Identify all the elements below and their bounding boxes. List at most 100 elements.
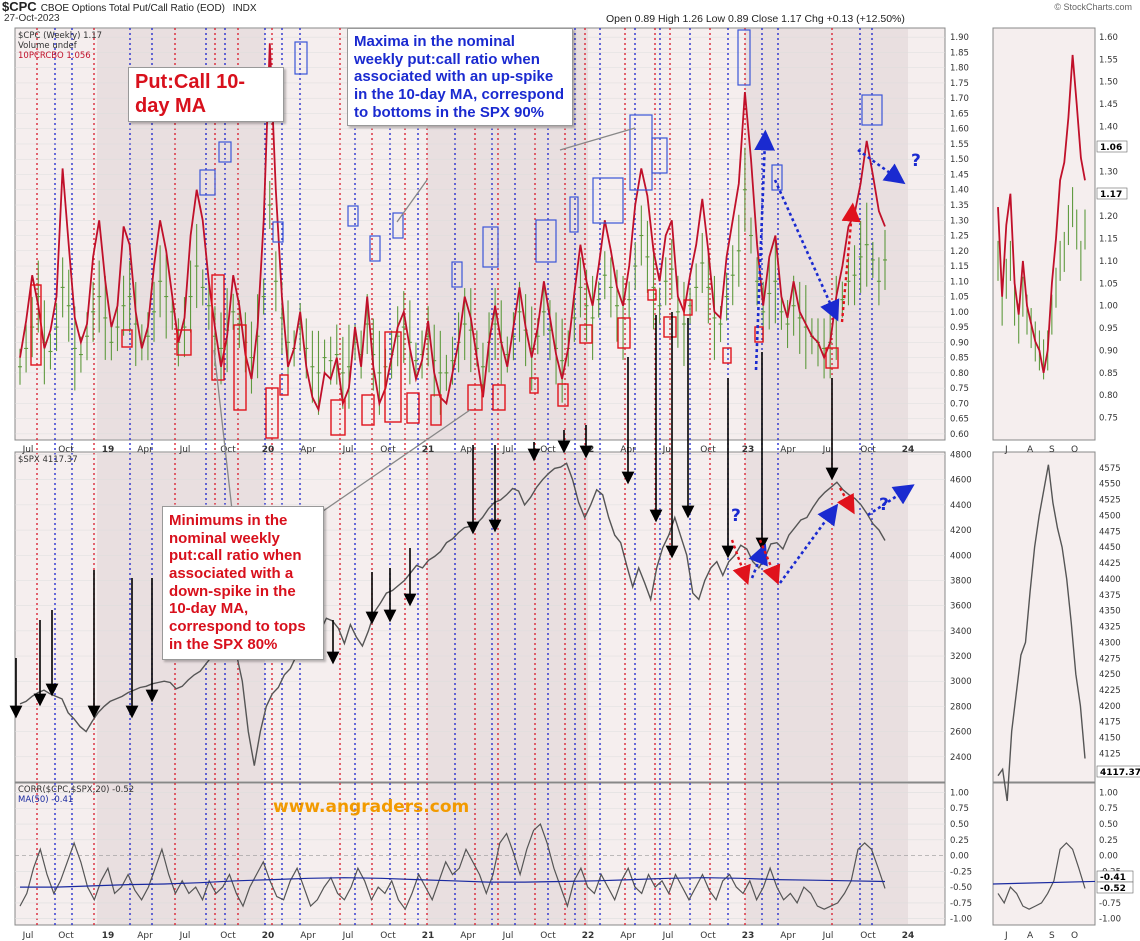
side-y-tick-label: 0.90	[1099, 346, 1118, 356]
corr-ma-close-tag: -0.41	[1100, 873, 1126, 883]
y-tick-label: 1.05	[950, 293, 969, 303]
x-tick-label: Jul	[342, 931, 354, 941]
x-tick-label: Apr	[780, 931, 796, 941]
y-tick-label: -0.50	[950, 883, 972, 893]
y-tick-label: 1.10	[950, 277, 969, 287]
x-tick-label: 21	[422, 445, 435, 455]
y-tick-label: 3000	[950, 677, 972, 687]
x-tick-label: 19	[102, 445, 115, 455]
max-blue-box	[535, 219, 557, 263]
y-tick-label: 4200	[950, 526, 972, 536]
side-x-tick-label: J	[1004, 445, 1008, 455]
x-tick-label: Oct	[700, 445, 716, 455]
spx-close-tag: 4117.37	[1100, 768, 1140, 778]
x-tick-label: 23	[742, 931, 755, 941]
minima-callout: Minimums in the nominal weekly put:call …	[162, 506, 324, 660]
min-red-box	[233, 324, 247, 411]
min-red-box	[406, 392, 420, 424]
x-tick-label: Jul	[822, 931, 834, 941]
corr-close-tag: -0.52	[1100, 884, 1126, 894]
x-tick-label: Oct	[860, 931, 876, 941]
y-tick-label: 1.00	[950, 308, 969, 318]
question-mark: ?	[911, 151, 921, 171]
min-red-box	[825, 347, 839, 369]
x-tick-label: Jul	[502, 931, 514, 941]
side-x-tick-label: O	[1071, 931, 1078, 941]
side-y-tick-label: 0.85	[1099, 369, 1118, 379]
x-tick-label: Oct	[540, 445, 556, 455]
x-tick-label: Apr	[460, 445, 476, 455]
min-red-box	[683, 299, 693, 316]
side-y-tick-label: 0.75	[1099, 804, 1118, 814]
y-tick-label: 1.25	[950, 232, 969, 242]
side-y-tick-label: 1.00	[1099, 788, 1118, 798]
min-red-box	[529, 377, 539, 394]
side-corr-panel-bg	[992, 782, 1096, 926]
x-tick-label: 23	[742, 445, 755, 455]
y-tick-label: -1.00	[950, 915, 972, 925]
side-y-tick-label: 1.10	[1099, 257, 1118, 267]
min-red-box	[176, 329, 192, 356]
blue-dotted-arrow	[778, 503, 839, 584]
y-tick-label: -0.75	[950, 899, 972, 909]
side-y-tick-label: 1.20	[1099, 212, 1118, 222]
x-tick-label: Jul	[822, 445, 834, 455]
side-y-tick-label: 4475	[1099, 527, 1121, 537]
x-tick-label: Jul	[22, 931, 34, 941]
y-tick-label: 1.80	[950, 64, 969, 74]
y-tick-label: 4000	[950, 551, 972, 561]
max-blue-box	[861, 94, 883, 126]
spx-line	[19, 462, 886, 766]
min-red-box	[557, 383, 569, 407]
corr-line	[19, 822, 886, 911]
y-tick-label: 1.20	[950, 247, 969, 257]
x-tick-label: Jul	[22, 445, 34, 455]
side-x-tick-label: O	[1071, 445, 1078, 455]
chart-title: $CPC CBOE Options Total Put/Call Ratio (E…	[2, 0, 257, 14]
side-y-tick-label: 1.30	[1099, 167, 1118, 177]
x-tick-label: Apr	[780, 445, 796, 455]
side-y-tick-label: 4125	[1099, 749, 1121, 759]
year-shade-band	[745, 29, 908, 439]
side-y-tick-label: 4325	[1099, 623, 1121, 633]
max-blue-box	[199, 169, 216, 196]
min-red-box	[663, 316, 677, 338]
side-y-tick-label: 0.00	[1099, 852, 1118, 862]
min-red-box	[30, 284, 42, 366]
y-tick-label: 0.80	[950, 369, 969, 379]
y-tick-label: 3800	[950, 576, 972, 586]
min-red-box	[361, 394, 375, 426]
x-tick-label: Apr	[460, 931, 476, 941]
x-tick-label: Jul	[662, 445, 674, 455]
min-red-box	[492, 384, 506, 411]
side-y-tick-label: 1.50	[1099, 78, 1118, 88]
x-tick-label: 24	[902, 445, 915, 455]
side-y-tick-label: 1.40	[1099, 123, 1118, 133]
side-y-tick-label: 4525	[1099, 496, 1121, 506]
y-tick-label: 1.90	[950, 33, 969, 43]
min-red-box	[430, 394, 442, 426]
side-y-tick-label: 0.25	[1099, 836, 1118, 846]
x-tick-label: 24	[902, 931, 915, 941]
legend-cpc: $CPC (Weekly) 1.17	[18, 31, 102, 41]
x-tick-label: Oct	[58, 931, 74, 941]
min-red-box	[384, 331, 402, 423]
max-blue-box	[347, 205, 359, 227]
side-ma-line	[997, 54, 1086, 373]
y-tick-label: 1.60	[950, 125, 969, 135]
min-red-box	[467, 384, 483, 411]
max-blue-box	[218, 141, 232, 163]
y-tick-label: 1.40	[950, 186, 969, 196]
side-x-tick-label: A	[1027, 445, 1034, 455]
year-shade-band	[97, 784, 265, 924]
min-red-box	[754, 326, 764, 343]
y-tick-label: 4400	[950, 501, 972, 511]
side-y-tick-label: 4150	[1099, 734, 1121, 744]
legend-ma: 10PCRCBO 1.056	[18, 51, 91, 61]
y-tick-label: 0.90	[950, 338, 969, 348]
x-tick-label: Jul	[179, 931, 191, 941]
side-spx-panel-bg	[992, 451, 1096, 783]
cpc-close-tag: 1.17	[1100, 190, 1122, 200]
min-red-box	[121, 329, 133, 348]
x-tick-label: Jul	[662, 931, 674, 941]
